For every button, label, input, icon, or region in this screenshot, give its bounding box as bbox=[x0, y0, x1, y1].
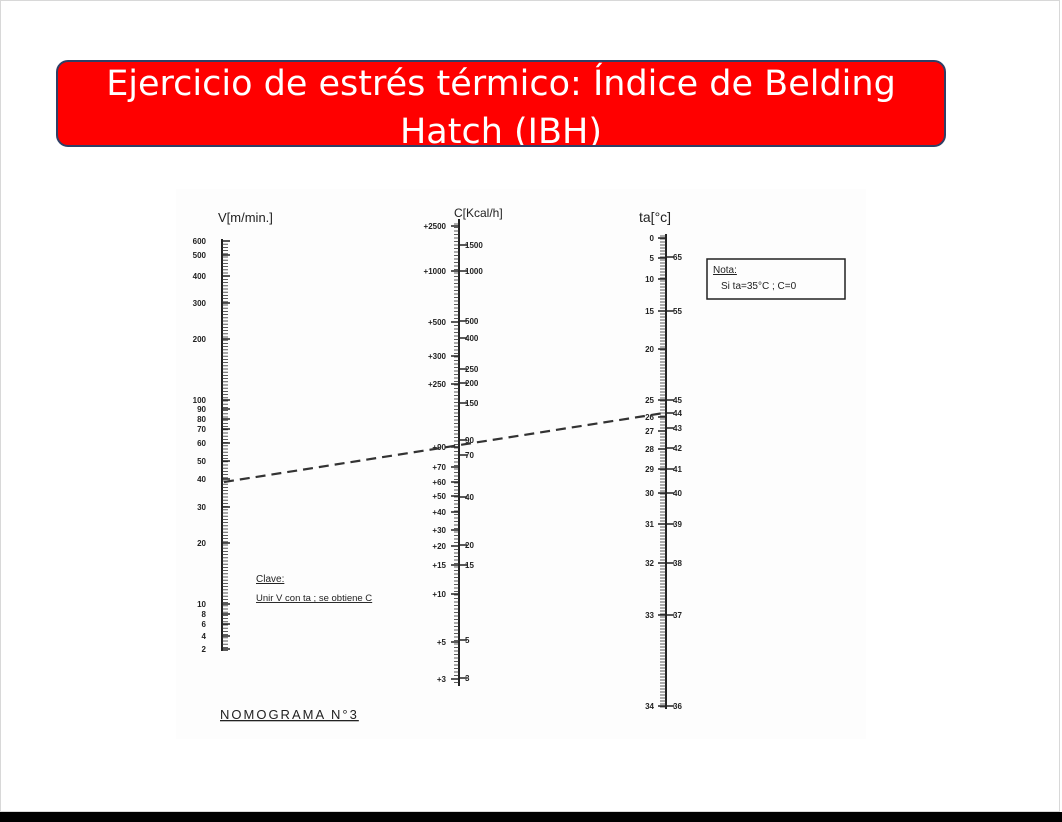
ta-axis-tick-label: 37 bbox=[673, 611, 682, 620]
c-axis-tick-label: +500 bbox=[428, 318, 447, 327]
ta-axis-tick-label: 15 bbox=[645, 307, 654, 316]
ta-axis-tick-label: 26 bbox=[645, 413, 654, 422]
c-axis-tick-label: +20 bbox=[432, 542, 446, 551]
c-axis-tick-label: 40 bbox=[465, 493, 474, 502]
v-axis-tick-label: 40 bbox=[197, 475, 206, 484]
axis-ta-label: ta[°c] bbox=[639, 209, 671, 225]
c-axis-tick-label: +3 bbox=[437, 675, 447, 684]
ta-axis-tick-label: 39 bbox=[673, 520, 682, 529]
ta-axis-tick-label: 25 bbox=[645, 396, 654, 405]
example-dashed-line bbox=[223, 411, 665, 484]
note-box bbox=[706, 258, 846, 300]
ta-axis-tick-label: 34 bbox=[645, 702, 654, 711]
c-axis-tick-label: +10 bbox=[432, 590, 446, 599]
ta-axis-tick-label: 38 bbox=[673, 559, 682, 568]
ta-axis-tick-label: 30 bbox=[645, 489, 654, 498]
v-axis-tick-label: 90 bbox=[197, 405, 206, 414]
axis-v-label: V[m/min.] bbox=[218, 210, 273, 225]
c-axis-tick-label: 5 bbox=[465, 636, 470, 645]
c-axis-tick-label: +30 bbox=[432, 526, 446, 535]
c-axis-tick-label: 1000 bbox=[465, 267, 483, 276]
ta-axis-tick-label: 0 bbox=[650, 234, 655, 243]
v-axis-tick-label: 6 bbox=[202, 620, 207, 629]
c-axis-tick-label: +1000 bbox=[424, 267, 447, 276]
c-axis-tick-label: +300 bbox=[428, 352, 447, 361]
ta-axis-tick-label: 20 bbox=[645, 345, 654, 354]
key-title: Clave: bbox=[256, 574, 284, 585]
ta-axis-tick-label: 27 bbox=[645, 427, 654, 436]
c-axis-tick-label: 1500 bbox=[465, 241, 483, 250]
v-axis-tick-label: 300 bbox=[193, 299, 207, 308]
c-axis-tick-label: 20 bbox=[465, 541, 474, 550]
axis-c-label: C[Kcal/h] bbox=[454, 206, 503, 220]
ta-axis-tick-label: 10 bbox=[645, 275, 654, 284]
v-axis-tick-label: 500 bbox=[193, 251, 207, 260]
ta-axis-tick-label: 55 bbox=[673, 307, 682, 316]
c-axis-tick-label: +2500 bbox=[424, 222, 447, 231]
ta-axis-tick-label: 31 bbox=[645, 520, 654, 529]
ta-axis-tick-label: 32 bbox=[645, 559, 654, 568]
c-axis-tick-label: 15 bbox=[465, 561, 474, 570]
ta-axis-tick-label: 43 bbox=[673, 424, 682, 433]
ta-axis-tick-label: 28 bbox=[645, 445, 654, 454]
c-axis-tick-label: 400 bbox=[465, 334, 479, 343]
ta-axis-tick-label: 42 bbox=[673, 444, 682, 453]
title-banner: Ejercicio de estrés térmico: Índice de B… bbox=[56, 60, 946, 147]
c-axis-tick-label: +5 bbox=[437, 638, 447, 647]
c-axis-tick-label: 500 bbox=[465, 317, 479, 326]
c-axis-tick-label: 3 bbox=[465, 674, 470, 683]
c-axis-tick-label: 90 bbox=[465, 436, 474, 445]
ta-axis-tick-label: 36 bbox=[673, 702, 682, 711]
v-axis-tick-label: 600 bbox=[193, 237, 207, 246]
v-axis-tick-label: 400 bbox=[193, 272, 207, 281]
slide-title: Ejercicio de estrés térmico: Índice de B… bbox=[106, 64, 896, 147]
ta-axis-tick-label: 5 bbox=[650, 254, 655, 263]
key-text: Unir V con ta ; se obtiene C bbox=[256, 593, 372, 604]
ta-axis-tick-label: 40 bbox=[673, 489, 682, 498]
v-axis-tick-label: 10 bbox=[197, 600, 206, 609]
v-axis-tick-label: 30 bbox=[197, 503, 206, 512]
note-text: Si ta=35°C ; C=0 bbox=[721, 281, 797, 292]
axis-c-ticks: +2500 +1000 +500 +300 +250 +90 +70 +60 +50 +40 +30… bbox=[424, 222, 484, 684]
v-axis-tick-label: 70 bbox=[197, 425, 206, 434]
v-axis-tick-label: 100 bbox=[193, 396, 207, 405]
ta-axis-tick-label: 45 bbox=[673, 396, 682, 405]
c-axis-tick-label: +15 bbox=[432, 561, 446, 570]
note-title: Nota: bbox=[713, 265, 737, 276]
c-axis-tick-label: +250 bbox=[428, 380, 447, 389]
axis-ta-ticks: 0 5 10 15 20 25 26 27 28 29 30 31 32 33 34 65 55 45 44 43 42… bbox=[645, 234, 682, 711]
c-axis-tick-label: +90 bbox=[432, 443, 446, 452]
ta-axis-tick-label: 44 bbox=[673, 409, 682, 418]
v-axis-tick-label: 20 bbox=[197, 539, 206, 548]
nomogram-caption: NOMOGRAMA N°3 bbox=[220, 707, 359, 722]
ta-axis-tick-label: 41 bbox=[673, 465, 682, 474]
c-axis-tick-label: 70 bbox=[465, 451, 474, 460]
ta-axis-tick-label: 29 bbox=[645, 465, 654, 474]
screen-bottom-bar bbox=[0, 812, 1062, 822]
v-axis-tick-label: 60 bbox=[197, 439, 206, 448]
ta-axis-tick-label: 65 bbox=[673, 253, 682, 262]
c-axis-tick-label: +60 bbox=[432, 478, 446, 487]
ta-axis-tick-label: 33 bbox=[645, 611, 654, 620]
c-axis-tick-label: 200 bbox=[465, 379, 479, 388]
v-axis-tick-label: 4 bbox=[202, 632, 207, 641]
v-axis-tick-label: 2 bbox=[202, 645, 207, 654]
nomogram-svg: V[m/min.] C[Kcal/h] ta[°c] 6005004003002… bbox=[193, 206, 846, 722]
c-axis-tick-label: 150 bbox=[465, 399, 479, 408]
v-axis-tick-label: 8 bbox=[202, 610, 207, 619]
v-axis-tick-label: 80 bbox=[197, 415, 206, 424]
c-axis-tick-label: +40 bbox=[432, 508, 446, 517]
c-axis-tick-label: +50 bbox=[432, 492, 446, 501]
c-axis-tick-label: +70 bbox=[432, 463, 446, 472]
v-axis-tick-label: 200 bbox=[193, 335, 207, 344]
nomogram-figure: V[m/min.] C[Kcal/h] ta[°c] 600 500 400 300 2… bbox=[176, 189, 866, 739]
c-axis-tick-label: 250 bbox=[465, 365, 479, 374]
v-axis-tick-label: 50 bbox=[197, 457, 206, 466]
